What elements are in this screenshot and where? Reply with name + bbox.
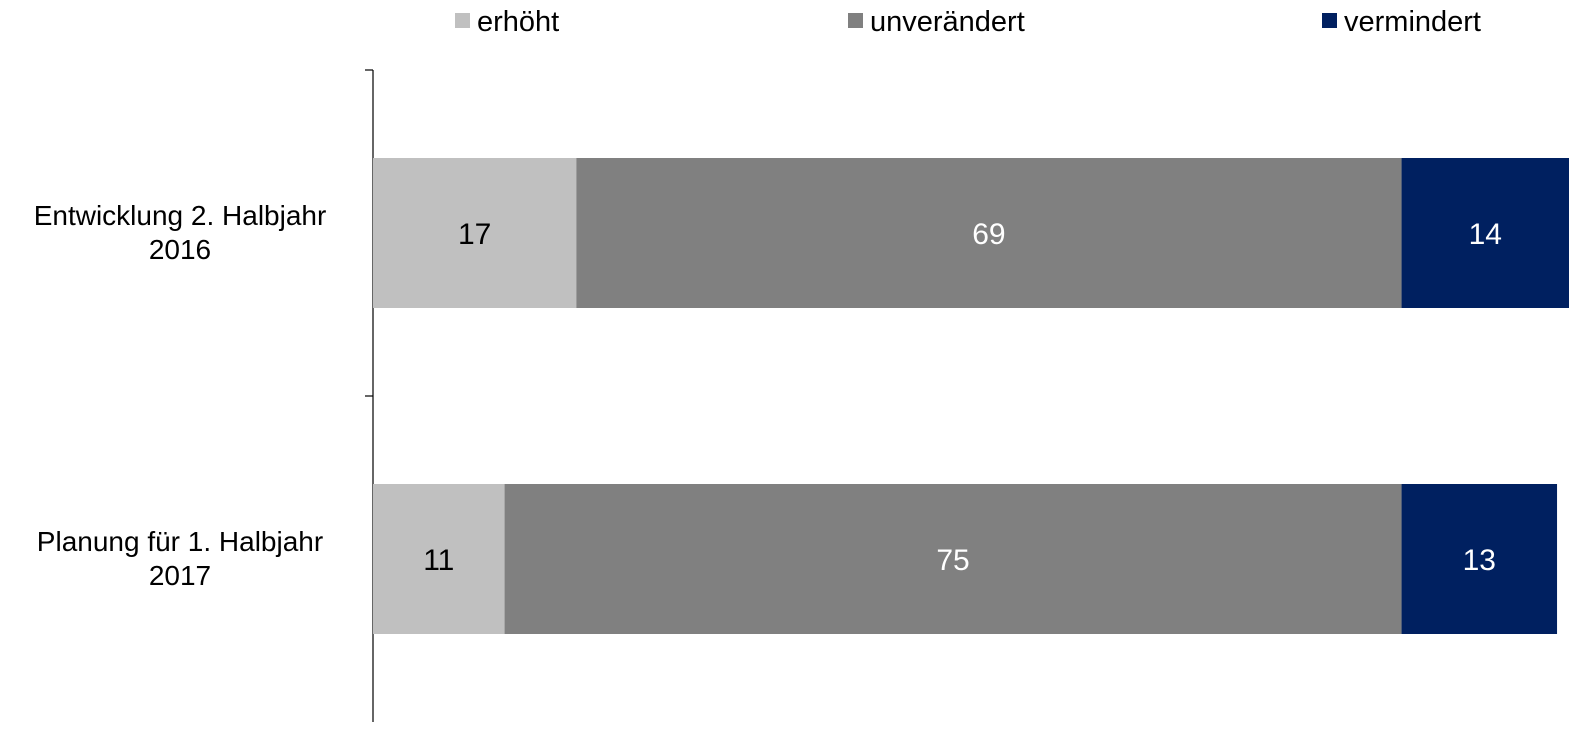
category-labels: Entwicklung 2. Halbjahr 2016 Planung für 1… bbox=[34, 200, 327, 591]
data-label: 17 bbox=[458, 218, 491, 251]
bars: 17 69 14 11 75 13 bbox=[373, 158, 1569, 634]
legend-label: unverändert bbox=[870, 6, 1025, 38]
legend-label: vermindert bbox=[1344, 6, 1481, 38]
category-label-line: Planung für 1. Halbjahr bbox=[37, 526, 323, 557]
data-label: 13 bbox=[1463, 544, 1496, 577]
bar-segment bbox=[373, 158, 577, 308]
legend-swatch bbox=[848, 13, 863, 28]
data-label: 14 bbox=[1469, 218, 1502, 251]
legend-swatch bbox=[455, 13, 470, 28]
data-label: 11 bbox=[423, 544, 454, 577]
data-label: 75 bbox=[936, 544, 969, 577]
bar-segment bbox=[1401, 158, 1569, 308]
bar-segment bbox=[504, 484, 1402, 634]
bar-segment bbox=[1401, 484, 1558, 634]
category-label-line: 2017 bbox=[149, 560, 211, 591]
bar-segment bbox=[576, 158, 1402, 308]
category-label: Planung für 1. Halbjahr 2017 bbox=[37, 526, 323, 591]
legend-swatch bbox=[1322, 13, 1337, 28]
category-label: Entwicklung 2. Halbjahr 2016 bbox=[34, 200, 327, 265]
bar-segment bbox=[373, 484, 505, 634]
category-label-line: 2016 bbox=[149, 234, 211, 265]
legend-label: erhöht bbox=[477, 6, 559, 38]
category-label-line: Entwicklung 2. Halbjahr bbox=[34, 200, 327, 231]
data-label: 69 bbox=[972, 218, 1005, 251]
legend: erhöht unverändert vermindert bbox=[455, 6, 1481, 38]
category-axis bbox=[365, 69, 374, 722]
